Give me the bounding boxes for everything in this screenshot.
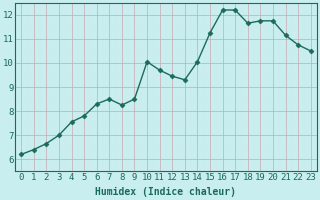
X-axis label: Humidex (Indice chaleur): Humidex (Indice chaleur) — [95, 187, 236, 197]
